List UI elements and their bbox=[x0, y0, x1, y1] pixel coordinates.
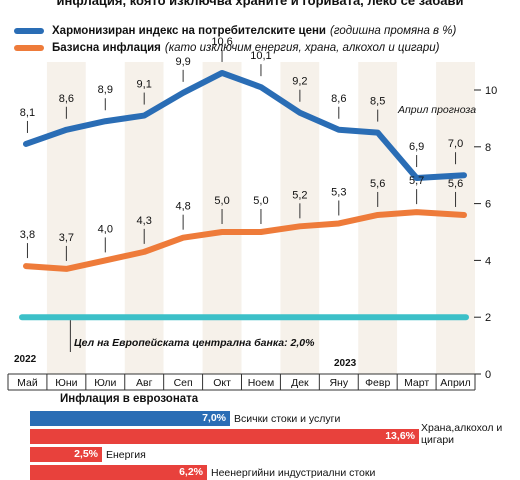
data-label-core: 5,0 bbox=[253, 195, 268, 207]
series-line-hicp bbox=[23, 69, 467, 182]
month-label: Април bbox=[440, 377, 471, 389]
data-label-core: 4,0 bbox=[98, 223, 113, 235]
month-band bbox=[436, 62, 475, 374]
data-label-core: 4,8 bbox=[175, 201, 190, 213]
year-2022-label: 2022 bbox=[14, 354, 37, 365]
y-tick-label: 6 bbox=[485, 199, 491, 211]
month-band bbox=[397, 62, 437, 374]
data-label-hicp: 9,2 bbox=[292, 76, 307, 88]
month-label: Окт bbox=[213, 377, 231, 389]
series-line-core bbox=[23, 209, 467, 272]
data-label-hicp: 6,9 bbox=[409, 141, 424, 153]
data-label-hicp: 7,0 bbox=[448, 138, 463, 150]
data-label-hicp: 8,5 bbox=[370, 96, 385, 108]
legend-hicp-name: Хармонизиран индекс на потребителските ц… bbox=[52, 25, 326, 37]
legend-core-swatch bbox=[14, 45, 44, 51]
month-band bbox=[8, 62, 47, 374]
month-label: Юли bbox=[94, 377, 116, 389]
data-label-core: 5,6 bbox=[370, 178, 385, 190]
inflation-chart: 0 2 4 6 8 10 8,1 8,6 8,9 9,1 9,9 10,6 10,1 9,2 8,6 8,5… bbox=[7, 36, 497, 391]
legend-hicp-note: (годишна промяна в %) bbox=[330, 25, 457, 37]
month-label: Май bbox=[17, 377, 38, 389]
month-label: Март bbox=[404, 377, 429, 389]
month-label: Авг bbox=[136, 377, 153, 389]
bar-nonenergy: 6,2% bbox=[30, 465, 207, 480]
legend-core: Базисна инфлация (като изключим енергия,… bbox=[14, 40, 439, 56]
y-tick-label: 4 bbox=[485, 255, 491, 267]
data-label-core: 3,8 bbox=[20, 229, 35, 241]
data-label-core: 5,7 bbox=[409, 175, 424, 187]
forecast-note: Април прогноза bbox=[398, 104, 477, 116]
month-label: Сеп bbox=[174, 377, 193, 389]
bar-all-goods-label: Всички стоки и услуги bbox=[234, 413, 341, 425]
legend-core-name: Базисна инфлация bbox=[52, 42, 161, 54]
bar-food: 13,6% bbox=[30, 429, 419, 444]
data-label-core: 4,3 bbox=[137, 215, 152, 227]
data-label-core: 5,0 bbox=[214, 195, 229, 207]
data-label-hicp: 10,1 bbox=[250, 50, 271, 62]
month-label: Яну bbox=[329, 377, 348, 389]
legend-core-note: (като изключим енергия, храна, алкохол и… bbox=[164, 42, 440, 54]
data-label-core: 5,6 bbox=[448, 178, 463, 190]
legend-hicp: Хармонизиран индекс на потребителските ц… bbox=[14, 23, 456, 39]
legend-hicp-swatch bbox=[14, 28, 44, 34]
bar-all-goods: 7,0% bbox=[30, 411, 230, 426]
data-label-hicp: 8,9 bbox=[98, 84, 113, 96]
y-tick-label: 2 bbox=[485, 312, 491, 324]
month-label: Февр bbox=[365, 377, 390, 389]
month-label: Ноем bbox=[248, 377, 274, 389]
data-label-core: 5,2 bbox=[292, 189, 307, 201]
data-label-hicp: 8,1 bbox=[20, 107, 35, 119]
month-band bbox=[85, 62, 125, 374]
data-label-hicp: 10,6 bbox=[211, 36, 232, 48]
y-tick-label: 8 bbox=[485, 142, 491, 154]
y-tick-label: 10 bbox=[485, 85, 497, 97]
eurozone-panel-title: Инфлация в еврозоната bbox=[60, 393, 199, 405]
month-label: Дек bbox=[291, 377, 309, 389]
y-tick-label: 0 bbox=[485, 369, 491, 381]
data-label-core: 3,7 bbox=[59, 232, 74, 244]
year-2023-label: 2023 bbox=[334, 358, 357, 369]
month-label: Юни bbox=[55, 377, 77, 389]
data-label-hicp: 9,9 bbox=[175, 56, 190, 68]
bar-nonenergy-label: Неенергийни индустриални стоки bbox=[211, 467, 376, 479]
ecb-target-note: Цел на Европейската централна банка: 2,0… bbox=[74, 337, 315, 349]
data-label-hicp: 9,1 bbox=[137, 79, 152, 91]
data-label-core: 5,3 bbox=[331, 186, 346, 198]
bar-energy-label: Енергия bbox=[106, 449, 146, 461]
bar-energy: 2,5% bbox=[30, 447, 102, 462]
data-label-hicp: 8,6 bbox=[59, 93, 74, 105]
data-label-hicp: 8,6 bbox=[331, 93, 346, 105]
chart-subtitle: инфлация, която изключва храните и горив… bbox=[56, 0, 464, 8]
bar-food-label: Храна,алкохол и цигари bbox=[421, 422, 503, 446]
